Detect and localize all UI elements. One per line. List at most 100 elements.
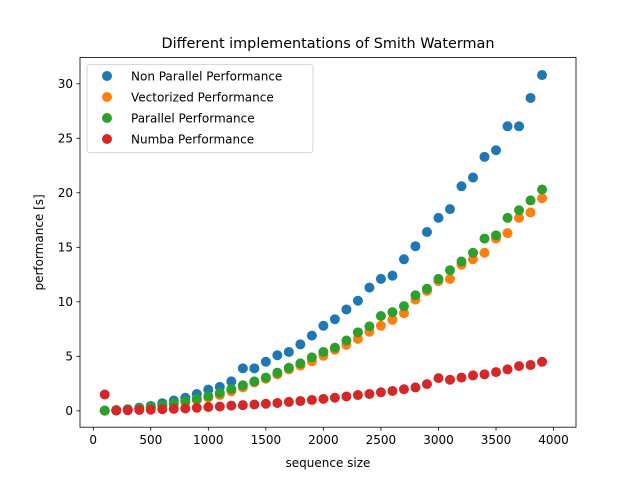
data-point bbox=[260, 372, 271, 383]
data-point bbox=[237, 363, 248, 374]
data-point bbox=[410, 382, 421, 393]
x-tick-label: 0 bbox=[89, 433, 97, 447]
data-point bbox=[444, 204, 455, 215]
data-point bbox=[329, 314, 340, 325]
data-point bbox=[352, 390, 363, 401]
data-point bbox=[433, 212, 444, 223]
data-point bbox=[387, 386, 398, 397]
data-point bbox=[398, 254, 409, 265]
data-point bbox=[168, 403, 179, 414]
x-tick-label: 3500 bbox=[481, 433, 512, 447]
data-point bbox=[283, 396, 294, 407]
data-point bbox=[514, 361, 525, 372]
data-point bbox=[537, 184, 548, 195]
data-point bbox=[502, 212, 513, 223]
axes: 0 500 1000 1500 2000 2500 3000 3500 4000 0 5 10 15 20… bbox=[58, 77, 569, 447]
plot-frame bbox=[79, 57, 577, 428]
data-point bbox=[387, 307, 398, 318]
data-point bbox=[421, 379, 432, 390]
data-point bbox=[514, 212, 525, 223]
y-tick-label: 5 bbox=[65, 350, 73, 364]
data-point bbox=[502, 364, 513, 375]
y-tick-label: 20 bbox=[58, 186, 73, 200]
legend-marker bbox=[102, 134, 112, 144]
data-point bbox=[237, 380, 248, 391]
data-point bbox=[421, 283, 432, 294]
legend-marker bbox=[102, 113, 112, 123]
data-point bbox=[444, 374, 455, 385]
x-tick-label: 3000 bbox=[423, 433, 454, 447]
x-axis-label: sequence size bbox=[286, 456, 371, 470]
data-point bbox=[375, 387, 386, 398]
data-point bbox=[479, 233, 490, 244]
data-point bbox=[111, 405, 122, 416]
data-point bbox=[479, 151, 490, 162]
data-point bbox=[352, 295, 363, 306]
data-point bbox=[525, 207, 536, 218]
data-point bbox=[157, 404, 168, 415]
data-point bbox=[191, 393, 202, 404]
data-point bbox=[502, 228, 513, 239]
y-tick-label: 0 bbox=[65, 404, 73, 418]
data-point bbox=[433, 373, 444, 384]
legend-label: Numba Performance bbox=[131, 132, 254, 146]
data-point bbox=[272, 397, 283, 408]
data-point bbox=[410, 241, 421, 252]
data-point bbox=[364, 388, 375, 399]
chart-title: Different implementations of Smith Water… bbox=[162, 36, 495, 52]
data-point bbox=[329, 392, 340, 403]
data-point bbox=[444, 265, 455, 276]
data-point bbox=[249, 399, 260, 410]
x-tick-label: 4000 bbox=[538, 433, 569, 447]
data-point bbox=[214, 401, 225, 412]
x-tick-label: 1500 bbox=[251, 433, 282, 447]
data-point bbox=[398, 308, 409, 319]
data-point bbox=[203, 391, 214, 402]
data-point bbox=[398, 301, 409, 312]
y-tick-label: 15 bbox=[58, 241, 73, 255]
series-2 bbox=[99, 193, 548, 416]
data-point bbox=[421, 227, 432, 238]
data-point bbox=[99, 389, 110, 400]
x-tick-label: 500 bbox=[139, 433, 162, 447]
data-point bbox=[341, 335, 352, 346]
data-point bbox=[226, 400, 237, 411]
data-point bbox=[226, 384, 237, 395]
data-point bbox=[479, 247, 490, 258]
data-point bbox=[306, 394, 317, 405]
series-3 bbox=[99, 184, 548, 416]
data-point bbox=[122, 405, 133, 416]
data-point bbox=[468, 247, 479, 258]
data-point bbox=[306, 352, 317, 363]
x-tick-label: 2000 bbox=[308, 433, 339, 447]
data-points bbox=[99, 70, 548, 416]
x-tick-label: 2500 bbox=[366, 433, 397, 447]
data-point bbox=[318, 320, 329, 331]
x-tick-label: 1000 bbox=[193, 433, 224, 447]
legend-frame bbox=[86, 64, 314, 153]
data-point bbox=[398, 384, 409, 395]
data-point bbox=[249, 363, 260, 374]
data-point bbox=[364, 282, 375, 293]
data-point bbox=[387, 270, 398, 281]
legend-label: Vectorized Performance bbox=[131, 90, 274, 104]
data-point bbox=[537, 70, 548, 81]
data-point bbox=[456, 256, 467, 267]
data-point bbox=[514, 121, 525, 132]
data-point bbox=[272, 350, 283, 361]
data-point bbox=[203, 402, 214, 413]
data-point bbox=[318, 346, 329, 357]
data-point bbox=[514, 205, 525, 216]
data-point bbox=[260, 398, 271, 409]
data-point bbox=[491, 230, 502, 241]
data-point bbox=[410, 290, 421, 301]
y-axis-label: performance [s] bbox=[32, 194, 46, 290]
data-point bbox=[444, 273, 455, 284]
y-tick-label: 10 bbox=[58, 295, 73, 309]
data-point bbox=[525, 195, 536, 206]
data-point bbox=[387, 314, 398, 325]
data-point bbox=[479, 369, 490, 380]
data-point bbox=[341, 391, 352, 402]
series-4 bbox=[99, 356, 548, 416]
